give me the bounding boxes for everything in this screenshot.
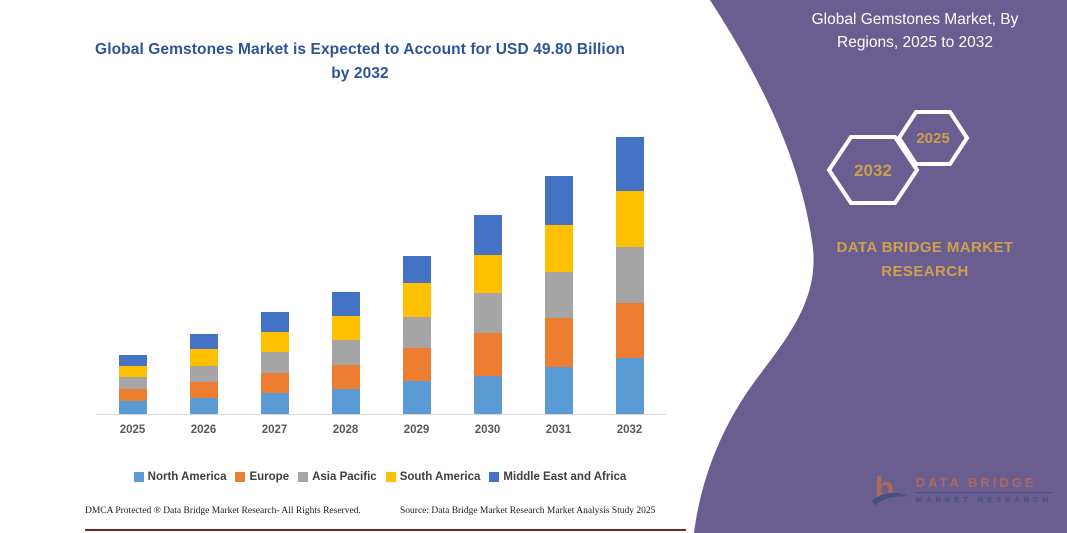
logo-wordmark: DATA BRIDGE MARKET RESEARCH — [915, 475, 1052, 504]
bar-segment-2028-north-america — [331, 388, 360, 414]
bar-segment-2032-south-america — [615, 190, 644, 248]
bar-segment-2026-middle-east-and-africa — [189, 333, 218, 350]
legend-swatch-north-america — [133, 472, 144, 482]
bar-segment-2026-europe — [189, 381, 218, 398]
bar-segment-2029-south-america — [402, 283, 431, 317]
bar-segment-2029-middle-east-and-africa — [402, 256, 431, 284]
legend-label: South America — [399, 471, 481, 483]
bar-segment-2028-asia-pacific — [331, 340, 360, 365]
legend-item-europe: Europe — [235, 471, 289, 483]
x-tick-2032: 2032 — [616, 424, 643, 436]
logo-line2: MARKET RESEARCH — [915, 494, 1052, 504]
bar-segment-2029-asia-pacific — [402, 316, 431, 349]
bar-segment-2028-south-america — [331, 315, 360, 341]
bar-segment-2031-middle-east-and-africa — [544, 175, 573, 225]
bar-segment-2030-north-america — [473, 375, 502, 414]
bar-2032 — [615, 137, 644, 414]
panel-title: Global Gemstones Market, By Regions, 202… — [811, 11, 1019, 52]
dbmr-logo-icon: b — [872, 470, 908, 506]
bar-2030 — [473, 214, 502, 414]
bar-segment-2030-south-america — [473, 254, 502, 294]
legend-label: Europe — [249, 471, 290, 483]
hexagon-2025-label: 2025 — [916, 130, 949, 147]
logo-swoosh — [872, 492, 908, 506]
legend-item-asia-pacific: Asia Pacific — [298, 471, 377, 483]
bar-2029 — [402, 256, 431, 414]
legend-item-south-america: South America — [385, 471, 481, 483]
hexagon-2025 — [896, 110, 970, 166]
legend-swatch-south-america — [385, 472, 396, 482]
bar-segment-2025-europe — [118, 388, 147, 401]
bar-segment-2032-north-america — [615, 358, 644, 414]
bar-segment-2027-south-america — [260, 332, 289, 353]
x-tick-2025: 2025 — [119, 424, 146, 436]
x-tick-2029: 2029 — [403, 424, 430, 436]
bar-2026 — [189, 333, 218, 414]
year-hexagons: 2025 2032 — [826, 110, 970, 205]
bar-2025 — [118, 354, 147, 414]
bar-segment-2026-asia-pacific — [189, 365, 218, 382]
bar-segment-2029-north-america — [402, 380, 431, 414]
x-tick-2026: 2026 — [190, 424, 217, 436]
bar-segment-2032-middle-east-and-africa — [615, 137, 644, 191]
bar-segment-2028-europe — [331, 364, 360, 389]
bar-segment-2031-south-america — [544, 224, 573, 272]
bar-segment-2025-south-america — [118, 365, 147, 378]
legend-label: Middle East and Africa — [503, 471, 627, 483]
dmca-copyright-text: DMCA Protected ® Data Bridge Market Rese… — [85, 506, 361, 516]
brand-name-text: DATA BRIDGE MARKET RESEARCH — [836, 239, 1014, 280]
bar-segment-2027-middle-east-and-africa — [260, 312, 289, 333]
legend-swatch-europe — [235, 472, 246, 482]
bottom-divider-line — [85, 529, 686, 531]
x-tick-2027: 2027 — [261, 424, 288, 436]
x-tick-2030: 2030 — [474, 424, 501, 436]
bar-segment-2030-middle-east-and-africa — [473, 214, 502, 255]
chart-legend: North America Europe Asia Pacific South Ame… — [80, 471, 680, 483]
bar-segment-2032-europe — [615, 302, 644, 359]
x-axis-ticks: 2025 2026 2027 2028 2029 2030 2031 2032 — [0, 424, 700, 442]
bar-segment-2026-north-america — [189, 397, 218, 414]
bar-2028 — [331, 292, 360, 414]
bar-segment-2028-middle-east-and-africa — [331, 292, 360, 316]
bar-segment-2025-middle-east-and-africa — [118, 354, 147, 366]
x-tick-2028: 2028 — [332, 424, 359, 436]
stacked-bar-plot — [0, 118, 700, 415]
hexagon-2032-label: 2032 — [854, 161, 892, 180]
dbmr-logo: b DATA BRIDGE MARKET RESEARCH — [872, 460, 1052, 518]
legend-label: North America — [147, 471, 227, 483]
bar-segment-2027-asia-pacific — [260, 352, 289, 373]
bar-segment-2031-asia-pacific — [544, 271, 573, 319]
bar-segment-2025-north-america — [118, 400, 147, 414]
bar-segment-2029-europe — [402, 348, 431, 381]
bar-segment-2026-south-america — [189, 349, 218, 366]
chart-title: Global Gemstones Market is Expected to A… — [95, 41, 625, 83]
panel-curved-shape — [694, 0, 1067, 533]
legend-item-north-america: North America — [133, 471, 227, 483]
x-axis-line — [96, 414, 666, 415]
bar-segment-2027-europe — [260, 372, 289, 394]
legend-label: Asia Pacific — [312, 471, 377, 483]
bar-segment-2031-north-america — [544, 367, 573, 414]
x-tick-2031: 2031 — [545, 424, 572, 436]
bar-segment-2025-asia-pacific — [118, 377, 147, 389]
bar-2031 — [544, 175, 573, 414]
source-text: Source: Data Bridge Market Research Mark… — [400, 506, 656, 516]
logo-line1: DATA BRIDGE — [915, 475, 1052, 493]
legend-swatch-asia-pacific — [298, 472, 309, 482]
bar-segment-2030-europe — [473, 333, 502, 376]
bar-segment-2032-asia-pacific — [615, 247, 644, 303]
bar-segment-2030-asia-pacific — [473, 293, 502, 334]
legend-item-middle-east-and-africa: Middle East and Africa — [489, 471, 626, 483]
hexagon-2032 — [826, 135, 920, 205]
bar-segment-2031-europe — [544, 318, 573, 368]
bar-2027 — [260, 312, 289, 414]
legend-swatch-middle-east-and-africa — [489, 472, 500, 482]
bar-segment-2027-north-america — [260, 393, 289, 414]
